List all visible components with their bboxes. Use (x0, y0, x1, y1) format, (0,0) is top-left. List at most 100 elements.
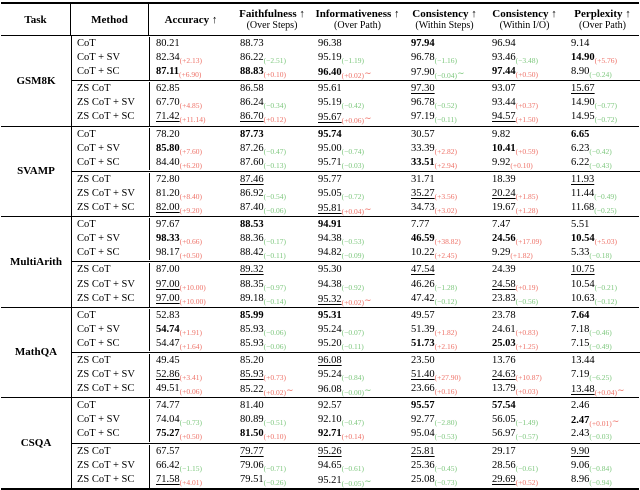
method-label: ZS CoT (72, 172, 150, 187)
delta-value: (−0.11) (434, 115, 457, 125)
metric-cell: 10.75 (565, 263, 640, 277)
delta-value: (+6.20) (179, 160, 202, 170)
table-row: ZS CoT + SV 67.70(+4.85) 86.24(−0.34) 95.19… (72, 96, 640, 111)
cot-group: CoT 52.83 85.99 95.31 49.57 23.78 7.64 CoT + SV… (72, 308, 640, 352)
metric-cell: 97.19(−0.11) (405, 110, 486, 125)
metric-cell: 51.73(+2.16) (405, 337, 486, 351)
metric-cell: 87.40(−0.06) (234, 201, 312, 216)
table-row: CoT + SV 54.74(+1.91) 85.93(−0.06) 95.24(−0… (72, 322, 640, 337)
metric-cell: 7.47 (486, 218, 565, 232)
metric-cell: 92.10(−0.47) (312, 413, 405, 428)
method-label: CoT + SV (72, 232, 150, 247)
metric-value: 54.47 (156, 337, 180, 349)
delta-value: (−0.57) (515, 432, 538, 442)
metric-value: 96.40 (318, 67, 342, 79)
metric-cell: 93.46(−3.48) (486, 51, 565, 65)
table-body: GSM8K CoT 80.21 88.73 96.38 97.94 96.94 9.14 CoT… (1, 36, 640, 488)
task-label: GSM8K (1, 36, 72, 126)
metric-cell: 96.40(+0.02)∼ (312, 65, 405, 80)
method-label: ZS CoT + SV (72, 368, 150, 383)
metric-value: 97.94 (411, 38, 435, 49)
metric-cell: 96.78(−1.16) (405, 51, 486, 65)
metric-value: 25.08 (411, 473, 435, 485)
column-header-consistency-within-io: Consistency ↑ (Within I/O) (485, 4, 564, 35)
metric-cell: 88.42(−0.11) (234, 246, 312, 260)
metric-cell: 9.29(+1.82) (486, 246, 565, 260)
delta-value: (+1.85) (515, 191, 538, 201)
method-label: ZS CoT + SC (72, 382, 150, 398)
metric-cell: 94.38(−0.53) (312, 232, 405, 246)
metric-value: 34.73 (411, 202, 435, 214)
column-header-label: Consistency ↑ (412, 8, 477, 20)
task-label: MathQA (1, 307, 72, 398)
metric-value: 57.54 (492, 400, 516, 412)
metric-value: 15.67 (571, 83, 595, 95)
metric-cell: 95.24(−0.07) (312, 323, 405, 337)
metric-value: 54.74 (156, 323, 180, 335)
column-header-label: Task (24, 13, 47, 26)
metric-value: 11.68 (571, 202, 595, 214)
metric-value: 85.93 (240, 369, 264, 381)
task-rows: CoT 97.67 88.53 94.91 7.77 7.47 5.51 CoT + SV 98… (72, 217, 640, 307)
metric-cell: 56.05(−1.49) (486, 413, 565, 428)
delta-value: (+1.91) (179, 327, 202, 337)
metric-cell: 87.60(−0.13) (234, 156, 312, 170)
delta-value: (+0.12) (263, 115, 286, 125)
metric-value: 87.46 (240, 173, 264, 185)
delta-value: (−0.11) (263, 251, 286, 261)
metric-cell: 89.32 (234, 263, 312, 277)
table-row: ZS CoT 72.80 87.46 95.77 31.71 18.39 11.93 (72, 172, 640, 187)
metric-cell: 95.77 (312, 173, 405, 187)
method-label: ZS CoT + SC (72, 291, 150, 307)
metric-value: 85.99 (240, 309, 264, 321)
delta-value: (−0.47) (263, 146, 286, 156)
metric-value: 56.97 (492, 428, 516, 440)
metric-value: 7.64 (571, 309, 590, 321)
metric-cell: 11.93 (565, 173, 640, 187)
delta-value: (−1.16) (434, 56, 457, 66)
metric-cell: 88.73 (234, 37, 312, 51)
column-header-label: Perplexity ↑ (574, 8, 631, 20)
metric-cell: 95.05(−0.72) (312, 187, 405, 201)
metric-cell: 23.83(−0.56) (486, 292, 565, 307)
delta-value: (−0.61) (515, 463, 538, 473)
delta-value: (−0.73) (179, 418, 202, 428)
metric-cell: 87.46 (234, 173, 312, 187)
method-label: CoT + SC (72, 427, 150, 442)
metric-cell: 13.48(+0.04)∼ (565, 382, 640, 397)
metric-cell: 7.15(−0.49) (565, 337, 640, 351)
metric-cell: 98.33(+0.66) (150, 232, 234, 246)
metric-value: 24.58 (492, 278, 516, 290)
metric-value: 95.30 (318, 264, 342, 276)
delta-value: (+38.82) (434, 237, 461, 247)
metric-cell: 10.54(+5.03) (565, 232, 640, 246)
metric-cell: 7.64 (565, 309, 640, 323)
method-label: ZS CoT + SC (72, 110, 150, 126)
delta-value: (−0.97) (263, 282, 286, 292)
delta-value: (+0.10) (263, 70, 286, 80)
method-label: ZS CoT (72, 444, 150, 459)
delta-value: (+0.73) (263, 373, 286, 383)
metric-cell: 67.57 (150, 445, 234, 459)
metric-value: 87.00 (156, 264, 180, 276)
column-header-faithfulness: Faithfulness ↑ (Over Steps) (233, 4, 311, 35)
metric-cell: 5.51 (565, 218, 640, 232)
table-row: ZS CoT + SC 82.00(+9.20) 87.40(−0.06) 95.81… (72, 201, 640, 217)
metric-cell: 56.97(−0.57) (486, 427, 565, 441)
metric-cell: 23.78 (486, 309, 565, 323)
metric-value: 9.90 (571, 445, 590, 457)
metric-value: 97.44 (492, 66, 516, 78)
delta-value: (−0.09) (341, 251, 364, 261)
delta-value: (+8.40) (179, 191, 202, 201)
approx-tilde: ∼ (616, 385, 625, 396)
metric-value: 95.77 (318, 173, 342, 185)
metric-value: 86.92 (240, 187, 264, 199)
delta-value: (−0.84) (341, 373, 364, 383)
metric-cell: 71.42(+11.14) (150, 110, 234, 125)
metric-value: 94.82 (318, 247, 342, 259)
metric-cell: 57.54 (486, 399, 565, 413)
delta-value: (−1.49) (515, 418, 538, 428)
method-label: ZS CoT + SV (72, 186, 150, 202)
metric-cell: 2.43(−0.03) (565, 427, 640, 441)
metric-value: 87.26 (240, 142, 264, 154)
